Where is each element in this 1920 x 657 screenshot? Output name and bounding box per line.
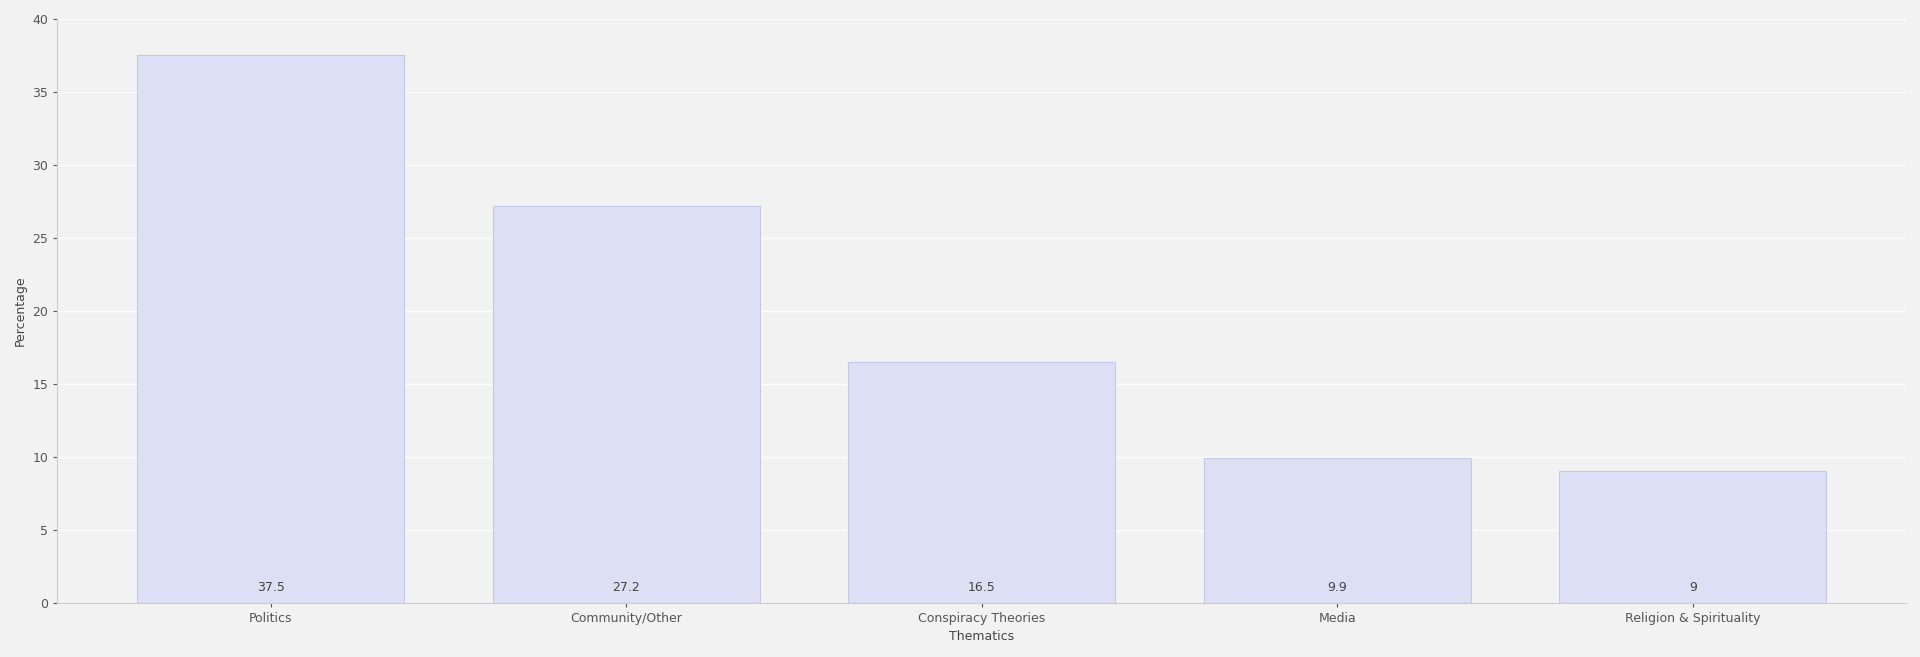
Text: 16.5: 16.5 <box>968 581 996 594</box>
Bar <box>493 206 760 602</box>
Text: 27.2: 27.2 <box>612 581 639 594</box>
Text: 37.5: 37.5 <box>257 581 284 594</box>
Bar <box>138 55 403 602</box>
Text: 9: 9 <box>1690 581 1697 594</box>
Text: 9.9: 9.9 <box>1327 581 1348 594</box>
Y-axis label: Percentage: Percentage <box>13 275 27 346</box>
X-axis label: Thematics: Thematics <box>948 630 1014 643</box>
Bar <box>1204 458 1471 602</box>
Bar <box>1559 471 1826 602</box>
Bar <box>849 362 1116 602</box>
